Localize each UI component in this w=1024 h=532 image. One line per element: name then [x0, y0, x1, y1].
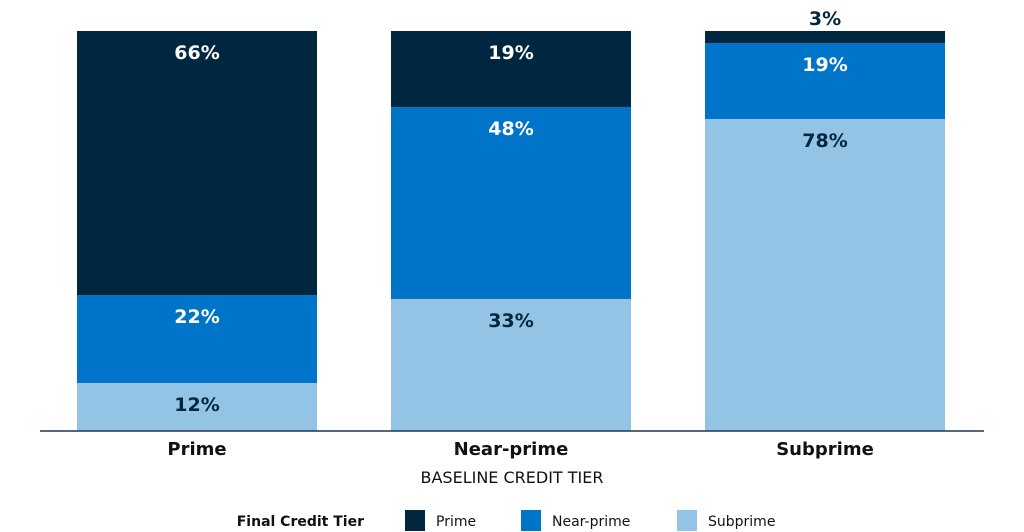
bar-near-prime-prime — [391, 31, 631, 107]
data-label-near-prime-near-prime: 48% — [488, 118, 533, 140]
legend-label-near-prime: Near-prime — [552, 514, 630, 530]
bars-layer: 12% 22% 66% 33% 48% 19% 78% 19% 3% — [77, 8, 945, 431]
x-axis-title: BASELINE CREDIT TIER — [421, 468, 604, 487]
bar-near-prime-subprime — [391, 299, 631, 431]
data-label-prime-subprime: 12% — [174, 394, 219, 416]
data-label-near-prime-prime: 19% — [488, 42, 533, 64]
data-label-prime-prime: 66% — [174, 42, 219, 64]
bar-prime-near-prime — [77, 295, 317, 383]
legend-label-subprime: Subprime — [708, 514, 775, 530]
legend-swatch-subprime — [677, 510, 697, 531]
data-label-subprime-subprime: 78% — [802, 130, 847, 152]
bar-near-prime-near-prime — [391, 107, 631, 299]
bar-subprime-near-prime — [705, 43, 945, 119]
category-labels: Prime Near-prime Subprime — [167, 439, 873, 460]
category-label-subprime: Subprime — [776, 439, 874, 460]
legend-label-prime: Prime — [436, 514, 476, 530]
data-label-subprime-near-prime: 19% — [802, 54, 847, 76]
category-label-prime: Prime — [167, 439, 226, 460]
data-label-subprime-prime: 3% — [809, 8, 841, 30]
legend-swatch-near-prime — [521, 510, 541, 531]
data-label-near-prime-subprime: 33% — [488, 310, 533, 332]
data-label-prime-near-prime: 22% — [174, 306, 219, 328]
legend: Final Credit Tier Prime Near-prime Subprim… — [237, 510, 775, 531]
bar-prime-prime — [77, 31, 317, 295]
bar-prime-subprime — [77, 383, 317, 431]
bar-subprime-subprime — [705, 119, 945, 431]
bar-subprime-prime — [705, 31, 945, 43]
category-label-near-prime: Near-prime — [454, 439, 569, 460]
legend-title: Final Credit Tier — [237, 514, 364, 530]
legend-swatch-prime — [405, 510, 425, 531]
